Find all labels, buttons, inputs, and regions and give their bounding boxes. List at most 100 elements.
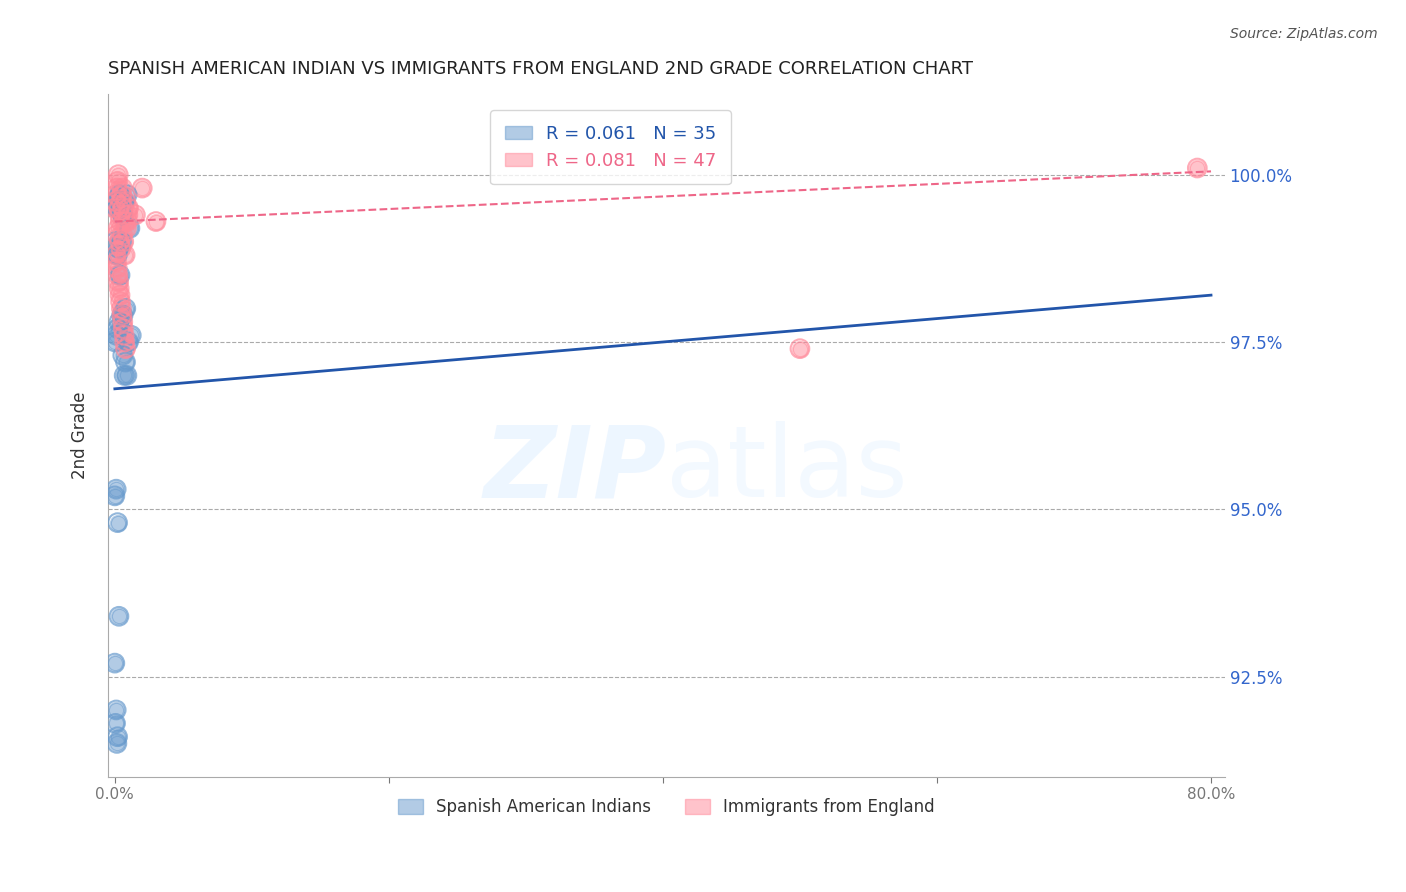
Point (108, 609, 131, 624)
Point (111, 308, 134, 322)
Text: Source: ZipAtlas.com: Source: ZipAtlas.com (1230, 27, 1378, 41)
Point (789, 342, 811, 356)
Point (105, 187, 128, 202)
Point (104, 716, 127, 731)
Point (108, 315, 131, 329)
Point (124, 208, 146, 222)
Text: ZIP: ZIP (484, 421, 666, 518)
Point (108, 208, 131, 222)
Point (114, 342, 136, 356)
Point (107, 241, 129, 255)
Point (108, 235, 131, 249)
Point (114, 334, 136, 349)
Point (104, 194, 127, 209)
Point (112, 201, 135, 215)
Point (112, 235, 135, 249)
Point (105, 181, 128, 195)
Point (114, 355, 136, 369)
Point (104, 248, 127, 262)
Point (110, 214, 132, 228)
Point (131, 181, 153, 195)
Point (114, 342, 136, 356)
Point (105, 254, 128, 268)
Point (110, 294, 132, 309)
Point (104, 656, 127, 670)
Point (105, 187, 128, 202)
Point (104, 235, 127, 249)
Point (108, 609, 131, 624)
Point (117, 208, 139, 222)
Point (108, 268, 131, 282)
Point (110, 201, 132, 215)
Point (104, 334, 127, 349)
Y-axis label: 2nd Grade: 2nd Grade (72, 392, 89, 479)
Point (117, 334, 139, 349)
Point (105, 482, 128, 496)
Point (107, 174, 129, 188)
Point (107, 730, 129, 744)
Point (105, 736, 128, 750)
Point (107, 194, 129, 209)
Point (104, 489, 127, 503)
Point (108, 187, 131, 202)
Point (111, 308, 134, 322)
Point (110, 301, 132, 316)
Point (110, 214, 132, 228)
Point (107, 730, 129, 744)
Point (105, 736, 128, 750)
Point (105, 254, 128, 268)
Point (108, 201, 131, 215)
Point (115, 368, 138, 383)
Point (108, 315, 131, 329)
Point (114, 194, 136, 209)
Text: atlas: atlas (666, 421, 908, 518)
Point (107, 516, 129, 530)
Point (105, 703, 128, 717)
Point (108, 288, 131, 302)
Point (110, 294, 132, 309)
Point (105, 328, 128, 343)
Point (117, 201, 139, 215)
Point (110, 241, 132, 255)
Point (108, 235, 131, 249)
Point (111, 208, 134, 222)
Point (105, 201, 128, 215)
Point (118, 221, 141, 235)
Point (117, 208, 139, 222)
Point (112, 308, 135, 322)
Point (107, 194, 129, 209)
Point (112, 328, 135, 343)
Point (107, 516, 129, 530)
Point (111, 181, 134, 195)
Text: SPANISH AMERICAN INDIAN VS IMMIGRANTS FROM ENGLAND 2ND GRADE CORRELATION CHART: SPANISH AMERICAN INDIAN VS IMMIGRANTS FR… (108, 60, 973, 78)
Point (108, 281, 131, 295)
Point (111, 187, 134, 202)
Point (111, 308, 134, 322)
Point (112, 208, 135, 222)
Point (104, 489, 127, 503)
Point (110, 201, 132, 215)
Point (104, 201, 127, 215)
Point (105, 261, 128, 276)
Point (114, 301, 136, 316)
Point (108, 208, 131, 222)
Point (110, 235, 132, 249)
Point (111, 227, 134, 242)
Point (108, 281, 131, 295)
Point (120, 328, 142, 343)
Point (107, 275, 129, 289)
Point (108, 288, 131, 302)
Point (112, 201, 135, 215)
Point (110, 194, 132, 209)
Point (117, 201, 139, 215)
Point (105, 328, 128, 343)
Point (115, 187, 138, 202)
Point (145, 214, 167, 228)
Point (114, 194, 136, 209)
Point (104, 656, 127, 670)
Point (107, 275, 129, 289)
Point (114, 355, 136, 369)
Point (105, 227, 128, 242)
Point (104, 248, 127, 262)
Point (118, 221, 141, 235)
